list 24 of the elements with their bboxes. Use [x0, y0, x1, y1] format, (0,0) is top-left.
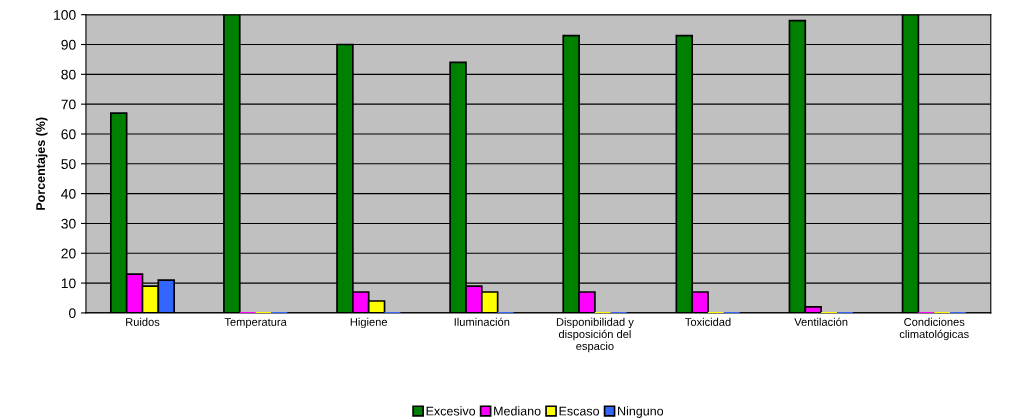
x-tick-label: Condiciones climatológicas: [899, 317, 969, 341]
legend-label: Escaso: [559, 406, 600, 416]
y-tick-label: 20: [61, 248, 76, 259]
y-tick-label: 40: [61, 188, 76, 199]
y-tick-label: 10: [61, 278, 76, 289]
y-tick-label: 70: [61, 99, 76, 110]
x-tick-label: Ruidos: [126, 317, 160, 326]
y-tick-label: 100: [54, 10, 76, 20]
y-tick-label: 30: [61, 218, 76, 229]
legend-label: Ninguno: [618, 406, 664, 418]
x-tick-label: Toxicidad: [685, 317, 731, 326]
legend-label: Excesivo: [426, 406, 476, 416]
y-tick-label: 50: [61, 159, 76, 169]
y-axis-title: Porcentajes (%): [35, 117, 48, 210]
y-tick-label: 0: [69, 308, 76, 319]
y-tick-label: 90: [61, 39, 76, 50]
legend-label: Mediano: [494, 406, 541, 416]
x-tick-label: Iluminación: [454, 317, 510, 326]
y-tick-label: 60: [61, 129, 76, 140]
x-tick-label: Ventilación: [794, 317, 848, 326]
x-tick-label: Temperatura: [224, 318, 287, 329]
x-tick-label: Disponibilidad y disposición del espacio: [556, 317, 634, 353]
x-tick-label: Higiene: [350, 317, 388, 329]
y-tick-label: 80: [61, 69, 76, 80]
